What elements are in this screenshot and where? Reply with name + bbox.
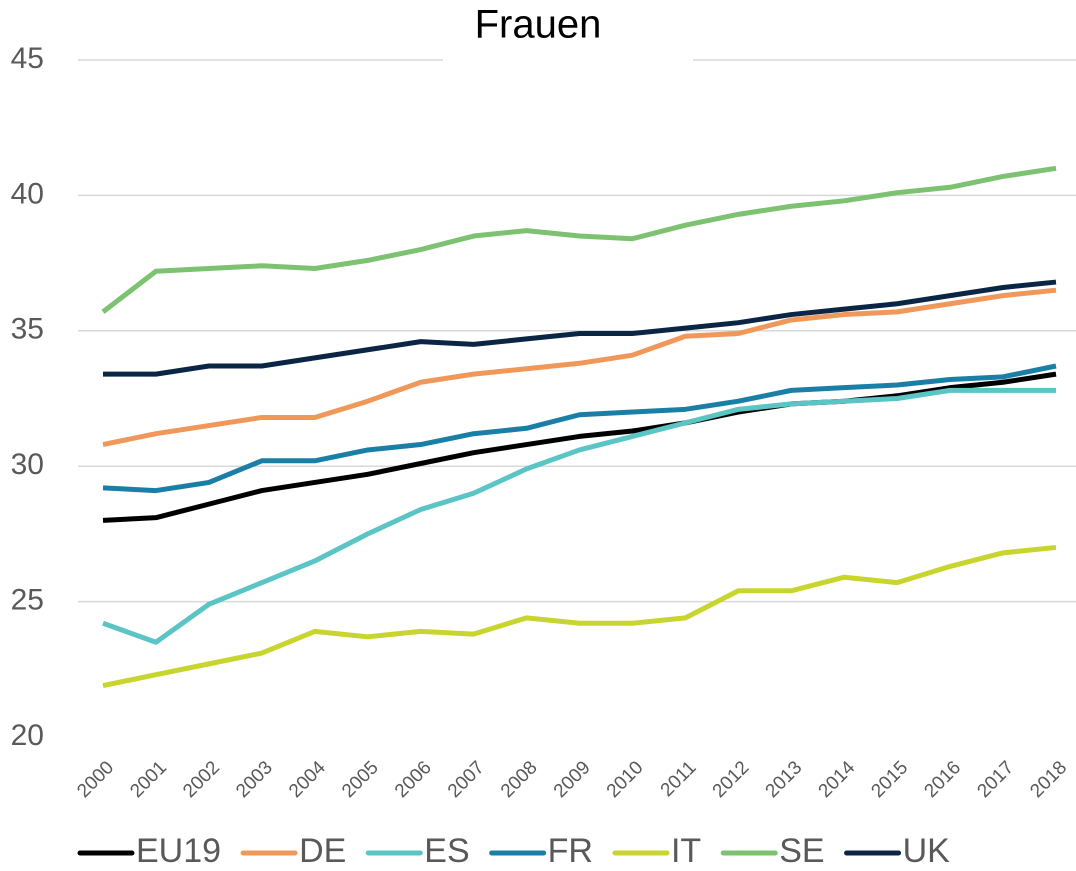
x-tick-label: 2014 bbox=[815, 757, 860, 802]
x-tick-label: 2009 bbox=[550, 757, 595, 802]
series-line bbox=[102, 363, 1057, 494]
legend-label: ES bbox=[424, 832, 469, 870]
legend-label: SE bbox=[779, 832, 824, 870]
x-tick-label: 2018 bbox=[1026, 757, 1071, 802]
y-tick-label: 20 bbox=[11, 719, 44, 752]
x-tick-label: 2013 bbox=[762, 757, 807, 802]
x-tick-label: 2011 bbox=[657, 757, 701, 801]
y-tick-label: 40 bbox=[11, 177, 44, 210]
x-tick-label: 2012 bbox=[709, 757, 754, 802]
series-line bbox=[101, 165, 1057, 314]
x-tick-label: 2005 bbox=[338, 757, 383, 802]
series-line bbox=[102, 544, 1057, 688]
title-background bbox=[443, 0, 693, 62]
legend-label: FR bbox=[548, 832, 593, 870]
y-tick-label: 45 bbox=[11, 42, 44, 75]
x-tick-label: 2000 bbox=[73, 757, 118, 802]
series-line bbox=[103, 279, 1057, 377]
x-tick-label: 2006 bbox=[391, 757, 436, 802]
x-tick-label: 2007 bbox=[444, 757, 489, 802]
y-tick-label: 35 bbox=[11, 313, 44, 346]
x-tick-label: 2004 bbox=[285, 757, 330, 802]
series-line bbox=[102, 287, 1057, 447]
x-tick-label: 2001 bbox=[126, 757, 171, 802]
y-tick-label: 30 bbox=[11, 448, 44, 481]
series-line bbox=[102, 387, 1056, 645]
legend-label: UK bbox=[903, 832, 951, 870]
x-tick-label: 2008 bbox=[497, 757, 542, 802]
chart-title: Frauen bbox=[475, 3, 602, 47]
x-tick-label: 2002 bbox=[179, 757, 224, 802]
legend-label: EU19 bbox=[136, 832, 221, 870]
x-tick-label: 2017 bbox=[973, 757, 1018, 802]
legend-label: IT bbox=[671, 832, 701, 870]
series-line bbox=[102, 371, 1057, 523]
x-tick-label: 2010 bbox=[603, 757, 648, 802]
x-tick-label: 2016 bbox=[920, 757, 965, 802]
x-tick-label: 2015 bbox=[868, 757, 913, 802]
legend-label: DE bbox=[299, 832, 346, 870]
x-tick-label: 2003 bbox=[232, 757, 277, 802]
y-tick-label: 25 bbox=[11, 584, 44, 617]
